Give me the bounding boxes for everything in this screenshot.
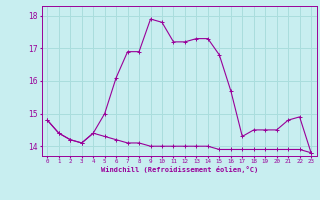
X-axis label: Windchill (Refroidissement éolien,°C): Windchill (Refroidissement éolien,°C)	[100, 166, 258, 173]
